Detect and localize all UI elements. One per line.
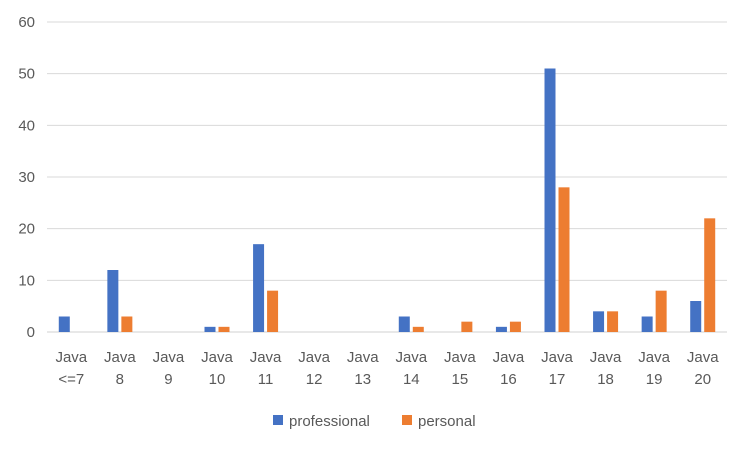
x-tick-label: Java xyxy=(541,349,573,366)
x-tick-label: 8 xyxy=(116,371,124,388)
legend-label-personal: personal xyxy=(418,413,476,430)
x-tick-label: 15 xyxy=(452,371,469,388)
y-tick-label: 50 xyxy=(18,66,35,83)
x-tick-label: Java xyxy=(55,349,87,366)
x-tick-label: <=7 xyxy=(58,371,84,388)
bar-professional-0 xyxy=(58,316,70,332)
y-tick-label: 30 xyxy=(18,169,35,186)
gridlines xyxy=(47,21,727,333)
x-tick-label: 18 xyxy=(597,371,614,388)
x-tick-label: Java xyxy=(638,349,670,366)
x-tick-label: 14 xyxy=(403,371,420,388)
bar-professional-4 xyxy=(253,244,265,332)
x-tick-label: 10 xyxy=(209,371,226,388)
x-tick-label: 20 xyxy=(694,371,711,388)
y-tick-label: 40 xyxy=(18,117,35,134)
y-tick-label: 10 xyxy=(18,272,35,289)
bar-personal-8 xyxy=(461,321,473,332)
bar-professional-3 xyxy=(204,326,216,332)
x-tick-label: 17 xyxy=(549,371,566,388)
bar-professional-11 xyxy=(593,311,605,332)
legend: professional personal xyxy=(273,413,476,430)
bar-personal-13 xyxy=(704,218,716,332)
legend-swatch-personal xyxy=(402,415,412,425)
bar-professional-1 xyxy=(107,270,119,332)
x-tick-label: Java xyxy=(201,349,233,366)
x-tick-label: Java xyxy=(104,349,136,366)
x-tick-label: 9 xyxy=(164,371,172,388)
legend-label-professional: professional xyxy=(289,413,370,430)
bar-professional-7 xyxy=(398,316,410,332)
x-tick-label: Java xyxy=(395,349,427,366)
bars xyxy=(58,68,716,332)
x-tick-label: 16 xyxy=(500,371,517,388)
x-tick-label: Java xyxy=(298,349,330,366)
x-axis: Java <=7 Java 8 Java 9 Java 10 Java 11 Java 12 Java 1… xyxy=(55,349,719,388)
x-tick-label: 19 xyxy=(646,371,663,388)
bar-professional-13 xyxy=(690,301,702,332)
bar-personal-4 xyxy=(267,290,279,332)
y-tick-label: 0 xyxy=(27,324,35,341)
legend-swatch-professional xyxy=(273,415,283,425)
x-tick-label: 13 xyxy=(354,371,371,388)
x-tick-label: Java xyxy=(590,349,622,366)
bar-professional-12 xyxy=(641,316,653,332)
bar-professional-9 xyxy=(495,326,507,332)
x-tick-label: 11 xyxy=(258,371,274,388)
y-tick-label: 60 xyxy=(18,14,35,31)
bar-personal-10 xyxy=(558,187,570,332)
x-tick-label: Java xyxy=(493,349,525,366)
bar-personal-7 xyxy=(412,326,424,332)
bar-personal-1 xyxy=(121,316,133,332)
bar-personal-9 xyxy=(509,321,521,332)
x-tick-label: 12 xyxy=(306,371,323,388)
bar-professional-10 xyxy=(544,68,556,332)
x-tick-label: Java xyxy=(347,349,379,366)
x-tick-label: Java xyxy=(153,349,185,366)
y-axis: 0 10 20 30 40 50 60 xyxy=(18,14,35,341)
bar-personal-12 xyxy=(655,290,667,332)
bar-personal-3 xyxy=(218,326,230,332)
x-tick-label: Java xyxy=(250,349,282,366)
x-tick-label: Java xyxy=(444,349,476,366)
y-tick-label: 20 xyxy=(18,221,35,238)
x-tick-label: Java xyxy=(687,349,719,366)
bar-personal-11 xyxy=(607,311,619,332)
